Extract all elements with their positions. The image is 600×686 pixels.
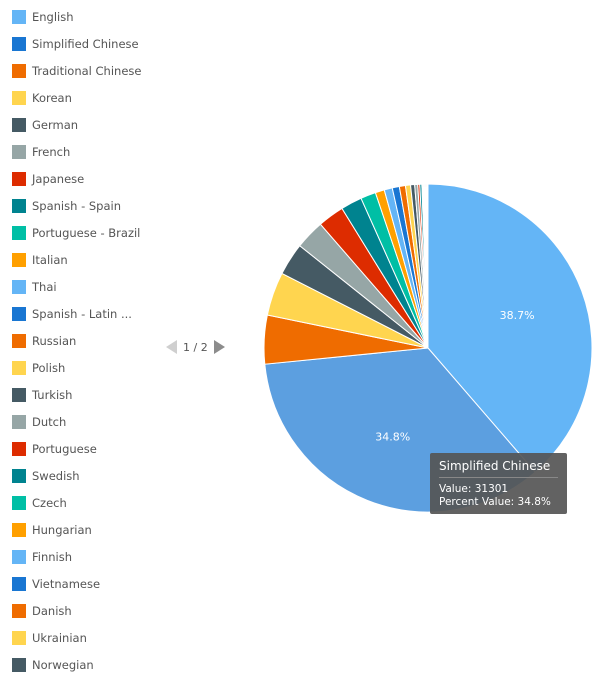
legend-item[interactable]: Polish: [12, 354, 162, 381]
legend-label: Russian: [32, 333, 77, 348]
legend-item[interactable]: Swedish: [12, 462, 162, 489]
legend-item[interactable]: Simplified Chinese: [12, 30, 162, 57]
legend-swatch: [12, 117, 26, 132]
legend-swatch: [12, 333, 26, 348]
legend-item[interactable]: Korean: [12, 84, 162, 111]
chart-legend: English Simplified Chinese Traditional Chi…: [12, 3, 162, 678]
legend-label: English: [32, 9, 74, 24]
legend-swatch: [12, 360, 26, 375]
legend-swatch: [12, 414, 26, 429]
legend-item[interactable]: Japanese: [12, 165, 162, 192]
tooltip-title: Simplified Chinese: [439, 459, 558, 478]
legend-label: Portuguese: [32, 441, 97, 456]
legend-label: Finnish: [32, 549, 73, 564]
legend-label: Polish: [32, 360, 66, 375]
legend-label: Danish: [32, 603, 72, 618]
tooltip-percent: Percent Value: 34.8%: [439, 496, 551, 508]
legend-label: Norwegian: [32, 657, 94, 672]
chart-tooltip: Simplified Chinese Value: 31301 Percent …: [430, 453, 567, 514]
legend-label: Turkish: [32, 387, 73, 402]
legend-item[interactable]: Vietnamese: [12, 570, 162, 597]
legend-swatch: [12, 9, 26, 24]
legend-swatch: [12, 603, 26, 618]
legend-swatch: [12, 495, 26, 510]
legend-item[interactable]: Norwegian: [12, 651, 162, 678]
legend-item[interactable]: Finnish: [12, 543, 162, 570]
legend-swatch: [12, 171, 26, 186]
legend-label: Italian: [32, 252, 68, 267]
pie-slice[interactable]: [426, 183, 429, 349]
legend-swatch: [12, 387, 26, 402]
legend-label: German: [32, 117, 79, 132]
legend-swatch: [12, 657, 26, 672]
legend-label: Czech: [32, 495, 67, 510]
legend-item[interactable]: Traditional Chinese: [12, 57, 162, 84]
legend-swatch: [12, 576, 26, 591]
legend-swatch: [12, 90, 26, 105]
legend-item[interactable]: Italian: [12, 246, 162, 273]
legend-item[interactable]: Turkish: [12, 381, 162, 408]
slice-data-label: 38.7%: [500, 309, 535, 322]
legend-label: Thai: [32, 279, 57, 294]
legend-item[interactable]: Thai: [12, 273, 162, 300]
pager-next-icon[interactable]: [213, 340, 225, 354]
legend-swatch: [12, 306, 26, 321]
tooltip-value: Value: 31301: [439, 483, 509, 495]
pie-slice[interactable]: [427, 183, 593, 473]
legend-label: French: [32, 144, 71, 159]
legend-item[interactable]: Portuguese - Brazil: [12, 219, 162, 246]
legend-swatch: [12, 63, 26, 78]
legend-swatch: [12, 549, 26, 564]
legend-swatch: [12, 36, 26, 51]
legend-swatch: [12, 630, 26, 645]
legend-swatch: [12, 522, 26, 537]
legend-swatch: [12, 468, 26, 483]
legend-swatch: [12, 252, 26, 267]
legend-item[interactable]: Danish: [12, 597, 162, 624]
legend-item[interactable]: Hungarian: [12, 516, 162, 543]
pager-text: 1 / 2: [183, 340, 208, 354]
legend-item[interactable]: Russian: [12, 327, 162, 354]
legend-label: Traditional Chinese: [32, 63, 142, 78]
legend-item[interactable]: Ukrainian: [12, 624, 162, 651]
legend-item[interactable]: Portuguese: [12, 435, 162, 462]
legend-item[interactable]: German: [12, 111, 162, 138]
pager-prev-icon[interactable]: [166, 340, 177, 354]
legend-label: Korean: [32, 90, 72, 105]
legend-label: Vietnamese: [32, 576, 101, 591]
legend-label: Portuguese - Brazil: [32, 225, 141, 240]
legend-item[interactable]: Czech: [12, 489, 162, 516]
legend-swatch: [12, 279, 26, 294]
legend-swatch: [12, 441, 26, 456]
legend-label: Dutch: [32, 414, 67, 429]
legend-item[interactable]: Spanish - Spain: [12, 192, 162, 219]
slice-data-label: 34.8%: [375, 430, 410, 443]
legend-item[interactable]: French: [12, 138, 162, 165]
legend-pager: 1 / 2: [166, 340, 225, 354]
legend-label: Spanish - Latin ...: [32, 306, 132, 321]
legend-swatch: [12, 225, 26, 240]
legend-label: Simplified Chinese: [32, 36, 139, 51]
legend-item[interactable]: English: [12, 3, 162, 30]
legend-item[interactable]: Dutch: [12, 408, 162, 435]
legend-label: Hungarian: [32, 522, 92, 537]
legend-swatch: [12, 144, 26, 159]
legend-label: Japanese: [32, 171, 85, 186]
legend-swatch: [12, 198, 26, 213]
legend-label: Spanish - Spain: [32, 198, 122, 213]
legend-label: Ukrainian: [32, 630, 87, 645]
legend-item[interactable]: Spanish - Latin ...: [12, 300, 162, 327]
legend-label: Swedish: [32, 468, 80, 483]
